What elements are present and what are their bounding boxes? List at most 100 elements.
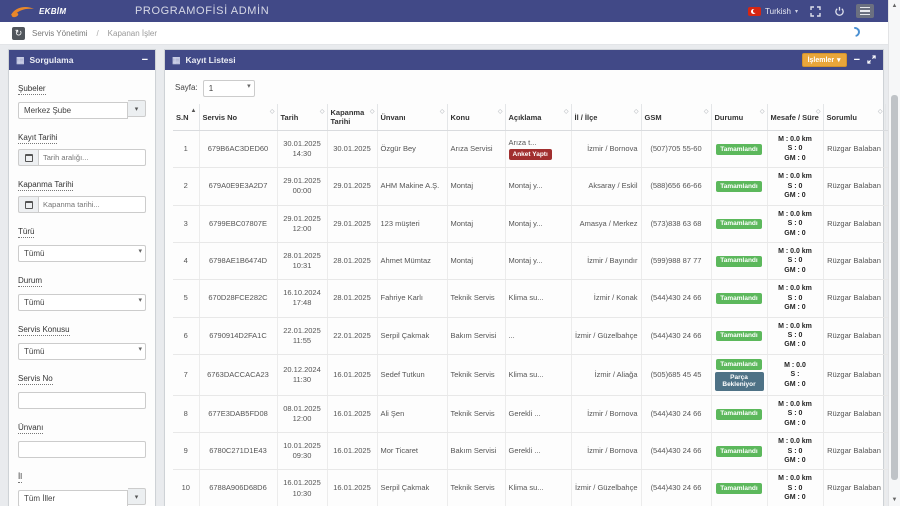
sort-icon[interactable]: ◇ [563, 109, 569, 115]
language-selector[interactable]: Turkish ▾ [748, 6, 798, 16]
field-label: Türü [18, 227, 35, 238]
cell-il-ilce: İzmir / Bornova [571, 130, 642, 169]
cell-sorumlu: Rüzgar Balaban [823, 432, 886, 471]
breadcrumb-section[interactable]: Servis Yönetimi [32, 28, 88, 38]
status-badge: Tamamlandı [716, 330, 762, 342]
cell-unvan: Fahriye Karlı [377, 279, 448, 318]
refresh-icon[interactable]: ↻ [12, 26, 25, 40]
cell-mesafe: M : 0.0 km S : 0 GM : 0 [767, 167, 824, 206]
chevron-down-icon[interactable]: ▾ [128, 100, 146, 117]
form-field: Servis No [18, 368, 146, 409]
fullscreen-icon[interactable] [808, 4, 822, 18]
cell-mesafe: M : 0.0 km S : 0 GM : 0 [767, 317, 824, 355]
grid-icon: ▦ [172, 54, 181, 65]
column-header[interactable]: Mesafe / Süre ◇ [767, 104, 824, 131]
cell-kapanma: 16.01.2025 [327, 354, 378, 396]
table-row[interactable]: 1 679B6AC3DED60 30.01.2025 14:30 30.01.2025 Ö… [173, 130, 900, 169]
column-header[interactable]: Sorumlu ◇ [823, 104, 886, 131]
sort-icon[interactable]: ◇ [633, 109, 639, 115]
cell-gsm: (544)430 24 66 [641, 317, 712, 355]
table-row[interactable]: 10 6788A906D68D6 16.01.2025 10:30 16.01.2025… [173, 469, 900, 506]
cell-durum: Tamamlandı [711, 469, 768, 506]
table-row[interactable]: 7 6763DACCACA23 20.12.2024 11:30 16.01.2025 S… [173, 354, 900, 396]
column-header[interactable]: Konu ◇ [447, 104, 506, 131]
table-row[interactable]: 6 6790914D2FA1C 22.01.2025 11:55 22.01.2025 S… [173, 317, 900, 355]
cell-sorumlu: Rüzgar Balaban [823, 167, 886, 206]
field-select[interactable]: Merkez Şube [18, 102, 128, 119]
power-icon[interactable] [832, 4, 846, 18]
records-panel-header: ▦ Kayıt Listesi İşlemler ▾ − [165, 50, 883, 70]
table-row[interactable]: 3 6799EBC07807E 29.01.2025 12:00 29.01.2025 1… [173, 205, 900, 243]
cell-tarih: 08.01.2025 12:00 [277, 395, 328, 434]
cell-sorumlu: Rüzgar Balaban [823, 279, 886, 318]
column-header[interactable]: İl / İlçe ◇ [571, 104, 642, 131]
cell-konu: Bakım Servisi [447, 317, 506, 355]
column-header[interactable]: Açıklama ◇ [505, 104, 572, 131]
table-row[interactable]: 5 670D28FCE282C 16.10.2024 17:48 28.01.2025 F… [173, 279, 900, 318]
column-header[interactable]: GSM ◇ [641, 104, 712, 131]
page-scrollbar[interactable]: ▲ ▼ [888, 0, 900, 506]
column-header[interactable]: S.N ▲ [173, 104, 200, 131]
sort-icon[interactable]: ◇ [815, 109, 821, 115]
sort-asc-icon[interactable]: ▲ [190, 108, 197, 114]
scrollbar-thumb[interactable] [891, 95, 898, 480]
sort-icon[interactable]: ◇ [369, 109, 375, 115]
ekbim-logo[interactable]: EKBİM [10, 4, 105, 18]
calendar-icon[interactable] [18, 196, 38, 213]
cell-aciklama: Montaj y... [505, 167, 572, 206]
collapse-panel-button[interactable]: − [853, 53, 860, 66]
cell-sorumlu: Rüzgar Balaban [823, 469, 886, 506]
scroll-up-icon[interactable]: ▲ [891, 3, 898, 9]
sort-icon[interactable]: ◇ [877, 109, 883, 115]
sort-icon[interactable]: ◇ [759, 109, 765, 115]
collapse-panel-button[interactable]: − [141, 53, 148, 66]
cell-gsm: (573)838 63 68 [641, 205, 712, 243]
sort-icon[interactable]: ◇ [703, 109, 709, 115]
sort-icon[interactable]: ◇ [319, 109, 325, 115]
field-select[interactable]: Tümü [18, 245, 146, 262]
cell-sorumlu: Rüzgar Balaban [823, 317, 886, 355]
cell-mesafe: M : 0.0 km S : 0 GM : 0 [767, 279, 824, 318]
calendar-icon[interactable] [18, 149, 38, 166]
field-input[interactable] [18, 392, 146, 409]
cell-sn: 9 [173, 432, 200, 471]
expand-panel-icon[interactable] [867, 54, 876, 66]
cell-kapanma: 16.01.2025 [327, 432, 378, 471]
column-header[interactable]: Servis No ◇ [199, 104, 278, 131]
column-header[interactable]: Kapanma Tarihi ◇ [327, 104, 378, 131]
cell-tarih: 29.01.2025 12:00 [277, 205, 328, 243]
field-select[interactable]: Tümü [18, 294, 146, 311]
date-range-input[interactable] [38, 196, 146, 213]
cell-gsm: (588)656 66-66 [641, 167, 712, 206]
column-header[interactable]: Tarih ◇ [277, 104, 328, 131]
field-select[interactable]: Tüm İller [18, 490, 128, 506]
date-range-input[interactable] [38, 149, 146, 166]
chevron-down-icon[interactable]: ▾ [128, 488, 146, 505]
sort-icon[interactable]: ◇ [497, 109, 503, 115]
field-input[interactable] [18, 441, 146, 458]
page-select[interactable]: 1 [202, 80, 255, 97]
cell-unvan: Ahmet Mümtaz [377, 242, 448, 281]
column-header[interactable]: Ünvanı ◇ [377, 104, 448, 131]
field-select[interactable]: Tümü [18, 343, 146, 360]
cell-konu: Teknik Servis [447, 354, 506, 396]
cell-gsm: (544)430 24 66 [641, 279, 712, 318]
field-label: İl [18, 472, 22, 483]
field-label: Servis Konusu [18, 325, 70, 336]
column-header[interactable]: Durumu ◇ [711, 104, 768, 131]
panel-actions-button[interactable]: İşlemler ▾ [801, 53, 847, 67]
cell-gsm: (599)988 87 77 [641, 242, 712, 281]
sort-icon[interactable]: ◇ [439, 109, 445, 115]
menu-icon[interactable] [856, 4, 874, 18]
breadcrumb-page: Kapanan İşler [107, 28, 158, 38]
table-row[interactable]: 9 6780C271D1E43 10.01.2025 09:30 16.01.2025 M… [173, 432, 900, 471]
scroll-down-icon[interactable]: ▼ [891, 497, 898, 503]
cell-durum: Tamamlandı [711, 167, 768, 206]
table-header-row: S.N ▲ Servis No ◇ Tarih ◇ Kapanma Tarihi ◇ Ünvan… [173, 104, 900, 131]
cell-servis-no: 679B6AC3DED60 [199, 130, 278, 169]
cell-unvan: Serpil Çakmak [377, 317, 448, 355]
sort-icon[interactable]: ◇ [269, 109, 275, 115]
table-row[interactable]: 4 6798AE1B6474D 28.01.2025 10:31 28.01.2025 A… [173, 242, 900, 281]
table-row[interactable]: 2 679A0E9E3A2D7 29.01.2025 00:00 29.01.2025 A… [173, 167, 900, 206]
table-row[interactable]: 8 677E3DAB5FD08 08.01.2025 12:00 16.01.2025 A… [173, 395, 900, 434]
